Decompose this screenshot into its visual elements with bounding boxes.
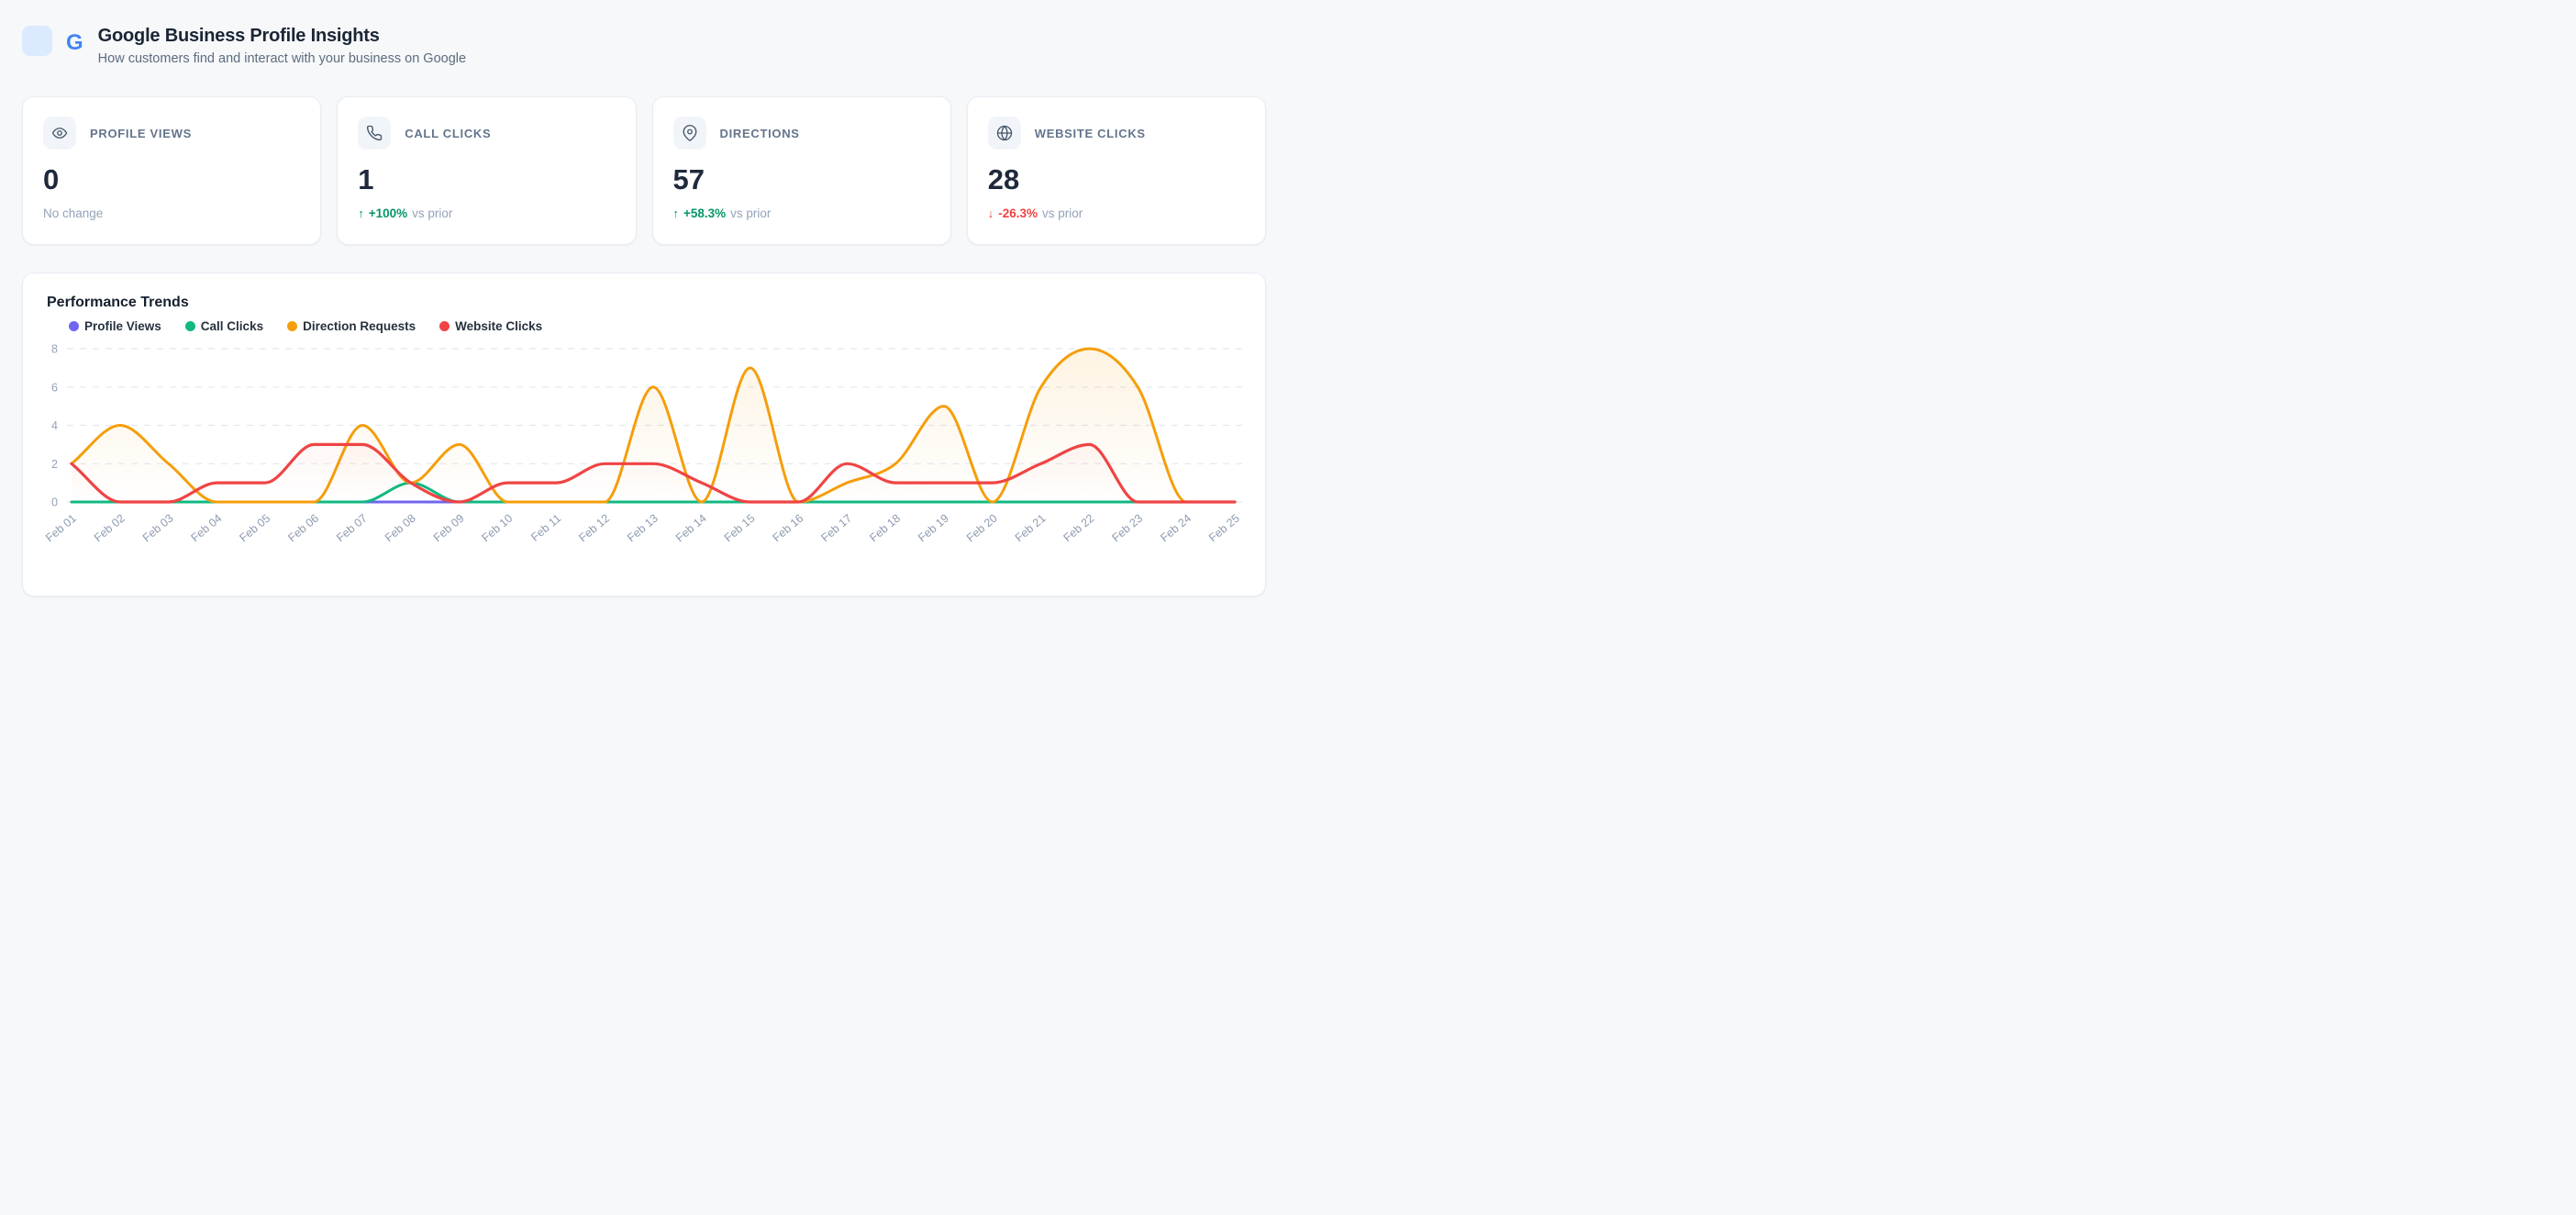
globe-icon — [987, 117, 1021, 150]
x-axis-tick-label: Feb 09 — [431, 512, 467, 545]
trend-up-icon: ↑ — [672, 206, 680, 220]
stat-card-website-clicks: WEBSITE CLICKS 28 ↓ -26.3% vs prior — [966, 96, 1266, 245]
x-axis-tick-label: Feb 18 — [867, 512, 903, 545]
stat-change: ↑ +58.3% vs prior — [673, 206, 930, 220]
x-axis-tick-label: Feb 15 — [722, 512, 758, 545]
legend-item-profile-views[interactable]: Profile Views — [69, 319, 161, 333]
y-axis-tick-label: 2 — [51, 458, 58, 471]
y-axis-tick-label: 8 — [51, 343, 58, 356]
logo-badge — [22, 26, 52, 56]
google-g-icon: G — [66, 30, 83, 55]
y-axis-tick-label: 0 — [51, 496, 58, 509]
legend-dot-profile-views — [69, 321, 79, 331]
stat-head: DIRECTIONS — [672, 117, 930, 150]
x-axis-tick-label: Feb 08 — [383, 512, 418, 545]
stat-change: ↑ +100% vs prior — [358, 206, 615, 220]
delta-suffix: vs prior — [730, 206, 772, 220]
x-axis-tick-label: Feb 23 — [1109, 512, 1145, 545]
legend-item-call-clicks[interactable]: Call Clicks — [184, 319, 264, 333]
delta-suffix: vs prior — [412, 206, 453, 220]
series-line-website-clicks — [70, 442, 1237, 504]
page-title: Google Business Profile Insights — [97, 26, 380, 46]
stat-change: ↓ -26.3% vs prior — [988, 206, 1245, 220]
stat-value: 1 — [358, 163, 374, 195]
stat-label: DIRECTIONS — [719, 126, 800, 140]
x-axis-tick-label: Feb 12 — [576, 512, 612, 545]
y-axis-tick-label: 4 — [51, 419, 58, 432]
stat-card-directions: DIRECTIONS 57 ↑ +58.3% vs prior — [651, 96, 951, 245]
x-axis-tick-label: Feb 07 — [334, 512, 370, 545]
x-axis-tick-label: Feb 06 — [285, 512, 321, 545]
trend-up-icon: ↑ — [358, 206, 364, 220]
chart-title: Performance Trends — [47, 295, 189, 310]
legend-item-website-clicks[interactable]: Website Clicks — [439, 319, 542, 333]
legend-item-direction-requests[interactable]: Direction Requests — [287, 319, 416, 333]
stat-head: PROFILE VIEWS — [43, 117, 300, 150]
stat-value: 28 — [987, 163, 1020, 195]
map-pin-icon — [672, 117, 706, 150]
performance-trends-card: Performance Trends Profile Views Call Cl… — [22, 273, 1266, 596]
delta-value: +58.3% — [683, 206, 727, 220]
delta-suffix: vs prior — [1042, 206, 1083, 220]
x-axis-tick-label: Feb 19 — [916, 512, 951, 545]
stat-head: CALL CLICKS — [358, 117, 615, 150]
y-axis-tick-label: 6 — [51, 381, 58, 394]
x-axis-tick-label: Feb 25 — [1206, 512, 1242, 545]
eye-icon — [43, 117, 76, 150]
x-axis-tick-label: Feb 04 — [189, 512, 225, 545]
legend-label: Direction Requests — [303, 319, 416, 333]
x-axis-tick-label: Feb 17 — [818, 512, 854, 545]
x-axis-tick-label: Feb 20 — [964, 512, 1000, 545]
x-axis-tick-label: Feb 24 — [1158, 512, 1194, 545]
app-header: G Google Business Profile Insights How c… — [22, 26, 466, 66]
legend-label: Call Clicks — [200, 319, 264, 333]
stat-head: WEBSITE CLICKS — [987, 117, 1245, 150]
legend-dot-call-clicks — [184, 321, 195, 331]
page-subtitle: How customers find and interact with you… — [97, 51, 467, 66]
stat-change: No change — [43, 206, 300, 220]
series-area-website-clicks — [72, 444, 1235, 502]
google-business-profile-insights-page: G Google Business Profile Insights How c… — [0, 0, 1288, 608]
legend-label: Profile Views — [84, 319, 161, 333]
stats-row: PROFILE VIEWS 0 No change CALL CLICKS 1 … — [22, 96, 1266, 245]
no-change-text: No change — [43, 206, 104, 220]
chart-legend: Profile Views Call Clicks Direction Requ… — [69, 319, 542, 333]
legend-dot-website-clicks — [439, 321, 450, 331]
stat-label: WEBSITE CLICKS — [1034, 126, 1146, 140]
legend-dot-direction-requests — [287, 321, 298, 331]
x-axis-tick-label: Feb 03 — [140, 512, 176, 545]
delta-value: +100% — [368, 206, 408, 220]
x-axis-tick-label: Feb 01 — [43, 512, 79, 545]
header-text: Google Business Profile Insights How cus… — [98, 26, 466, 66]
x-axis-tick-label: Feb 22 — [1061, 512, 1097, 545]
x-axis-tick-label: Feb 02 — [92, 512, 128, 545]
x-axis-tick-label: Feb 13 — [625, 512, 661, 545]
stat-card-profile-views: PROFILE VIEWS 0 No change — [22, 96, 322, 245]
x-axis-tick-label: Feb 14 — [673, 512, 709, 545]
phone-icon — [358, 117, 392, 150]
trend-down-icon: ↓ — [987, 206, 994, 220]
stat-value: 57 — [672, 163, 705, 195]
performance-trends-chart[interactable]: 0 2 4 6 8 Feb 01 Feb 02 Feb 03 Feb 04 Feb 05 Feb 0… — [23, 273, 1267, 597]
stat-value: 0 — [43, 163, 60, 195]
x-axis-tick-label: Feb 10 — [480, 512, 516, 545]
stat-card-call-clicks: CALL CLICKS 1 ↑ +100% vs prior — [337, 96, 637, 245]
x-axis-tick-label: Feb 21 — [1013, 512, 1049, 545]
x-axis-tick-label: Feb 05 — [237, 512, 272, 545]
legend-label: Website Clicks — [455, 319, 543, 333]
stat-label: CALL CLICKS — [405, 126, 492, 140]
stat-label: PROFILE VIEWS — [90, 126, 192, 140]
delta-value: -26.3% — [998, 206, 1038, 220]
x-axis-tick-label: Feb 16 — [771, 512, 806, 545]
x-axis-tick-label: Feb 11 — [528, 512, 563, 544]
